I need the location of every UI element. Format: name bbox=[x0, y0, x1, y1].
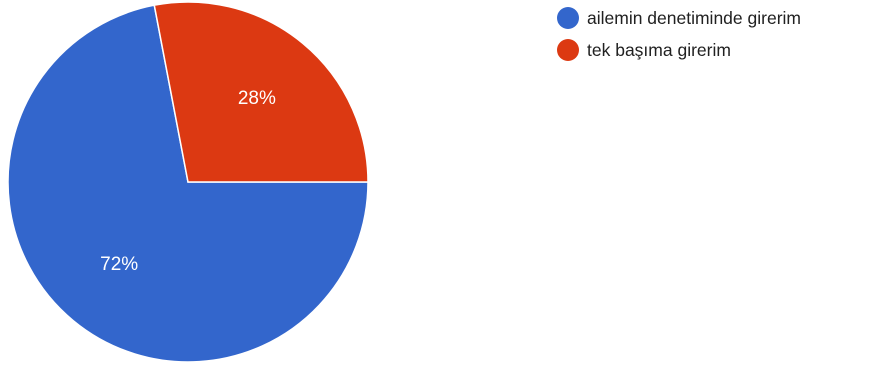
legend-label-ailemin-denetiminde: ailemin denetiminde girerim bbox=[587, 7, 801, 28]
legend-swatch-ailemin-denetiminde bbox=[557, 7, 579, 29]
slice-label-ailemin-denetiminde: 72% bbox=[100, 254, 138, 275]
chart-legend: ailemin denetiminde girerim tek başıma g… bbox=[557, 2, 801, 66]
legend-label-tek-basima: tek başıma girerim bbox=[587, 39, 731, 60]
legend-item-ailemin-denetiminde[interactable]: ailemin denetiminde girerim bbox=[557, 2, 801, 34]
legend-swatch-tek-basima bbox=[557, 39, 579, 61]
legend-item-tek-basima[interactable]: tek başıma girerim bbox=[557, 34, 801, 66]
slice-label-tek-basima: 28% bbox=[238, 88, 276, 109]
pie-slice-tek-basima[interactable] bbox=[153, 1, 369, 183]
pie-slice-ailemin-denetiminde[interactable] bbox=[7, 4, 369, 363]
